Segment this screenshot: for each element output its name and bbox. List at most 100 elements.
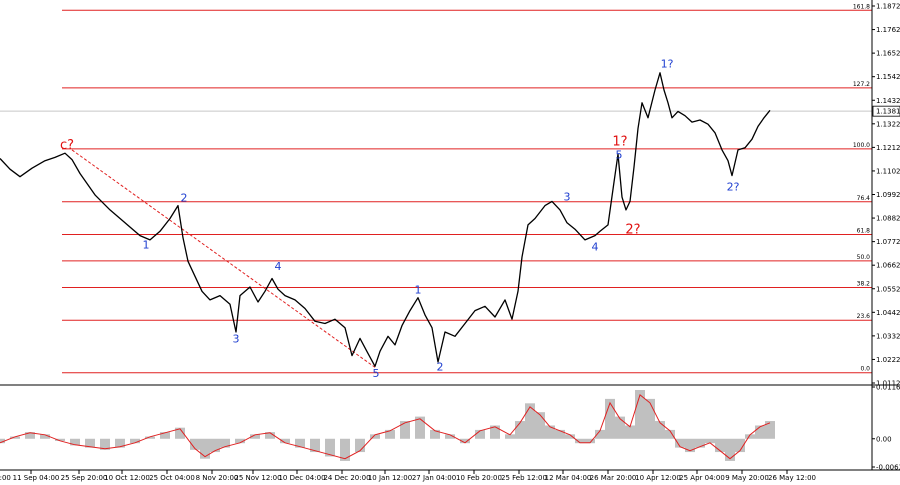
osc-bar-31 bbox=[445, 434, 455, 439]
osc-bar-40 bbox=[555, 429, 565, 439]
osc-bar-16 bbox=[220, 438, 230, 448]
wave-label-2: 2 bbox=[181, 191, 188, 204]
osc-bar-55 bbox=[705, 438, 715, 444]
wave-label-0: c? bbox=[60, 138, 74, 153]
wave-label-9: 4 bbox=[592, 241, 599, 254]
trendline-layer bbox=[71, 149, 376, 368]
time-tick-label-11: 10 Feb 20:00 bbox=[456, 474, 502, 482]
osc-bar-42 bbox=[575, 438, 585, 444]
wave-label-11: 5 bbox=[616, 149, 623, 162]
osc-bar-10 bbox=[145, 436, 155, 439]
price-tick-label-10: 1.0772 bbox=[876, 238, 900, 246]
osc-bar-11 bbox=[160, 432, 170, 439]
osc-bar-8 bbox=[115, 438, 125, 448]
time-tick-label-2: 25 Sep 20:00 bbox=[61, 474, 108, 482]
osc-bar-23 bbox=[325, 438, 335, 457]
osc-bar-44 bbox=[595, 429, 605, 439]
osc-bar-56 bbox=[715, 438, 725, 453]
fib-label-6: 38.2 bbox=[857, 280, 871, 287]
fib-label-5: 50.0 bbox=[857, 254, 871, 261]
osc-bar-51 bbox=[665, 429, 675, 439]
time-tick-label-8: 24 Dec 20:00 bbox=[323, 474, 370, 482]
osc-bar-17 bbox=[235, 438, 245, 444]
time-tick-label-18: 26 May 12:00 bbox=[768, 474, 816, 482]
price-tick-label-6: 1.1212 bbox=[876, 144, 900, 152]
price-tick-label-16: 1.0112 bbox=[876, 380, 900, 388]
osc-bar-18 bbox=[250, 434, 260, 439]
osc-bar-57 bbox=[725, 438, 735, 461]
wave-label-1: 1 bbox=[143, 238, 150, 251]
time-tick-label-0: 2:00 bbox=[0, 474, 11, 482]
time-tick-label-7: 10 Dec 04:00 bbox=[278, 474, 325, 482]
osc-bar-13 bbox=[190, 438, 200, 450]
price-axis: 1.1872 1.1762 1.1652 1.1542 1.1432 1.1322 1.12… bbox=[872, 3, 900, 388]
osc-bar-37 bbox=[525, 403, 535, 439]
time-tick-label-17: 9 May 20:00 bbox=[725, 474, 769, 482]
price-tick-label-0: 1.1872 bbox=[876, 3, 900, 11]
osc-bar-4 bbox=[55, 438, 65, 441]
osc-bar-30 bbox=[430, 429, 440, 439]
osc-bar-22 bbox=[310, 438, 320, 453]
osc-bar-45 bbox=[605, 398, 615, 439]
fib-label-0: 161.8 bbox=[853, 3, 870, 10]
time-tick-label-14: 26 Mar 20:00 bbox=[590, 474, 637, 482]
time-tick-label-13: 12 Mar 04:00 bbox=[545, 474, 592, 482]
price-tick-label-7: 1.1102 bbox=[876, 167, 900, 175]
osc-bar-32 bbox=[460, 438, 470, 444]
price-tick-label-3: 1.1542 bbox=[876, 73, 900, 81]
osc-bar-26 bbox=[370, 434, 380, 439]
fib-label-8: 0.0 bbox=[860, 366, 870, 373]
fib-label-4: 61.8 bbox=[857, 228, 871, 235]
time-tick-label-1: 11 Sep 04:00 bbox=[13, 474, 60, 482]
price-tick-label-13: 1.0442 bbox=[876, 309, 900, 317]
osc-bar-59 bbox=[745, 434, 755, 439]
osc-bar-28 bbox=[400, 421, 410, 439]
time-tick-label-6: 25 Nov 12:00 bbox=[234, 474, 281, 482]
osc-bar-2 bbox=[25, 432, 35, 439]
wave-label-14: 2? bbox=[727, 181, 740, 194]
wave-label-12: 2? bbox=[625, 222, 640, 237]
osc-bar-9 bbox=[130, 438, 140, 444]
price-tick-label-15: 1.0222 bbox=[876, 356, 900, 364]
osc-tick-label-0: 0.01168 bbox=[876, 384, 900, 392]
trend-dashed-line bbox=[71, 149, 376, 368]
osc-bar-47 bbox=[625, 425, 635, 439]
time-tick-label-16: 25 Apr 04:00 bbox=[679, 474, 725, 482]
time-tick-label-4: 25 Oct 04:00 bbox=[149, 474, 195, 482]
osc-bar-54 bbox=[695, 438, 705, 448]
time-tick-label-5: 8 Nov 20:00 bbox=[196, 474, 239, 482]
osc-bar-33 bbox=[475, 429, 485, 439]
osc-bar-24 bbox=[340, 438, 350, 461]
price-tick-label-11: 1.0662 bbox=[876, 262, 900, 270]
time-tick-label-9: 10 Jan 12:00 bbox=[368, 474, 412, 482]
osc-bar-3 bbox=[40, 434, 50, 439]
osc-bar-12 bbox=[175, 427, 185, 439]
fib-label-7: 23.6 bbox=[857, 313, 871, 320]
wave-label-6: 1 bbox=[415, 283, 422, 296]
osc-bar-6 bbox=[85, 438, 95, 448]
osc-bar-0 bbox=[0, 438, 5, 444]
fib-label-1: 127.2 bbox=[853, 81, 870, 88]
price-tick-label-4: 1.1432 bbox=[876, 97, 900, 105]
osc-bar-5 bbox=[70, 438, 80, 446]
osc-bar-21 bbox=[295, 438, 305, 448]
time-tick-label-3: 10 Oct 12:00 bbox=[104, 474, 150, 482]
osc-bar-1 bbox=[10, 436, 20, 439]
osc-bar-25 bbox=[355, 438, 365, 453]
wave-label-3: 3 bbox=[233, 333, 240, 346]
price-tick-label-9: 1.0882 bbox=[876, 215, 900, 223]
osc-bar-14 bbox=[200, 438, 210, 459]
price-tick-label-8: 1.0992 bbox=[876, 191, 900, 199]
osc-bar-48 bbox=[635, 390, 645, 439]
osc-tick-label-1: 0.00 bbox=[876, 435, 892, 443]
price-tick-label-5: 1.1322 bbox=[876, 120, 900, 128]
osc-signal-line bbox=[0, 394, 771, 460]
osc-tick-label-2: -0.00637 bbox=[876, 464, 900, 472]
time-tick-label-15: 10 Apr 12:00 bbox=[635, 474, 681, 482]
fib-label-2: 100.0 bbox=[853, 142, 870, 149]
current-price-label: 1.1381 bbox=[876, 108, 900, 116]
osc-bar-15 bbox=[210, 438, 220, 453]
wave-label-4: 4 bbox=[275, 260, 282, 273]
